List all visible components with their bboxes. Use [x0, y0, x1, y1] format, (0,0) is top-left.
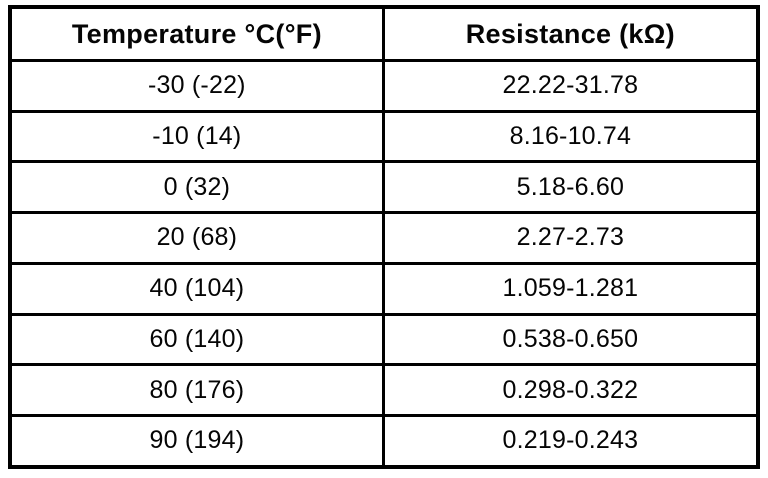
temperature-cell: 40 (104) — [8, 261, 385, 316]
temperature-cell: 0 (32) — [8, 160, 385, 215]
table-row: 60 (140) 0.538-0.650 — [8, 312, 760, 367]
table-row: -10 (14) 8.16-10.74 — [8, 109, 760, 164]
table-row: 20 (68) 2.27-2.73 — [8, 211, 760, 265]
temperature-cell: 80 (176) — [8, 363, 385, 417]
resistance-cell: 1.059-1.281 — [381, 261, 760, 316]
temperature-column-header: Temperature °C(°F) — [8, 5, 385, 62]
table-row: 0 (32) 5.18-6.60 — [8, 160, 760, 215]
temperature-resistance-table: Temperature °C(°F) Resistance (kΩ) -30 (… — [8, 5, 760, 469]
temperature-cell: 20 (68) — [8, 211, 385, 265]
temperature-cell: 60 (140) — [8, 312, 385, 367]
temperature-cell: -10 (14) — [8, 109, 385, 164]
resistance-cell: 8.16-10.74 — [381, 109, 760, 164]
table-row: 90 (194) 0.219-0.243 — [8, 413, 760, 469]
resistance-cell: 0.538-0.650 — [381, 312, 760, 367]
table-header-row: Temperature °C(°F) Resistance (kΩ) — [8, 5, 760, 62]
table-row: 80 (176) 0.298-0.322 — [8, 363, 760, 417]
resistance-cell: 0.298-0.322 — [381, 363, 760, 417]
temperature-cell: 90 (194) — [8, 413, 385, 469]
resistance-cell: 5.18-6.60 — [381, 160, 760, 215]
resistance-cell: 22.22-31.78 — [381, 59, 760, 113]
resistance-cell: 2.27-2.73 — [381, 211, 760, 265]
resistance-column-header: Resistance (kΩ) — [381, 5, 760, 62]
temperature-cell: -30 (-22) — [8, 59, 385, 113]
table-row: 40 (104) 1.059-1.281 — [8, 261, 760, 316]
resistance-cell: 0.219-0.243 — [381, 413, 760, 469]
table-row: -30 (-22) 22.22-31.78 — [8, 59, 760, 113]
